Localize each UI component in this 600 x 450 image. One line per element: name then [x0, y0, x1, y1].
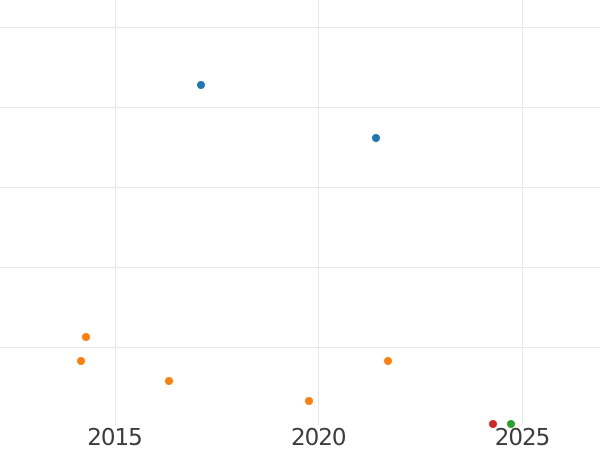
v-gridline: [115, 0, 116, 425]
x-tick-label: 2020: [290, 425, 347, 450]
data-point-orange: [305, 397, 314, 406]
x-tick-label: 2025: [494, 425, 551, 450]
data-point-orange: [384, 357, 393, 366]
h-gridline: [0, 267, 600, 268]
plot-area: [0, 0, 600, 428]
data-point-red: [489, 419, 498, 428]
h-gridline: [0, 27, 600, 28]
data-point-orange: [165, 377, 174, 386]
data-point-green: [507, 419, 516, 428]
v-gridline: [318, 0, 319, 425]
h-gridline: [0, 187, 600, 188]
x-tick-label: 2015: [87, 425, 143, 450]
data-point-blue: [372, 134, 381, 143]
x-axis: 2015 2020 2025: [0, 426, 600, 450]
h-gridline: [0, 347, 600, 348]
data-point-orange: [77, 356, 86, 365]
v-gridline: [522, 0, 523, 425]
data-point-orange: [81, 332, 90, 341]
data-point-blue: [197, 81, 206, 90]
h-gridline: [0, 107, 600, 108]
